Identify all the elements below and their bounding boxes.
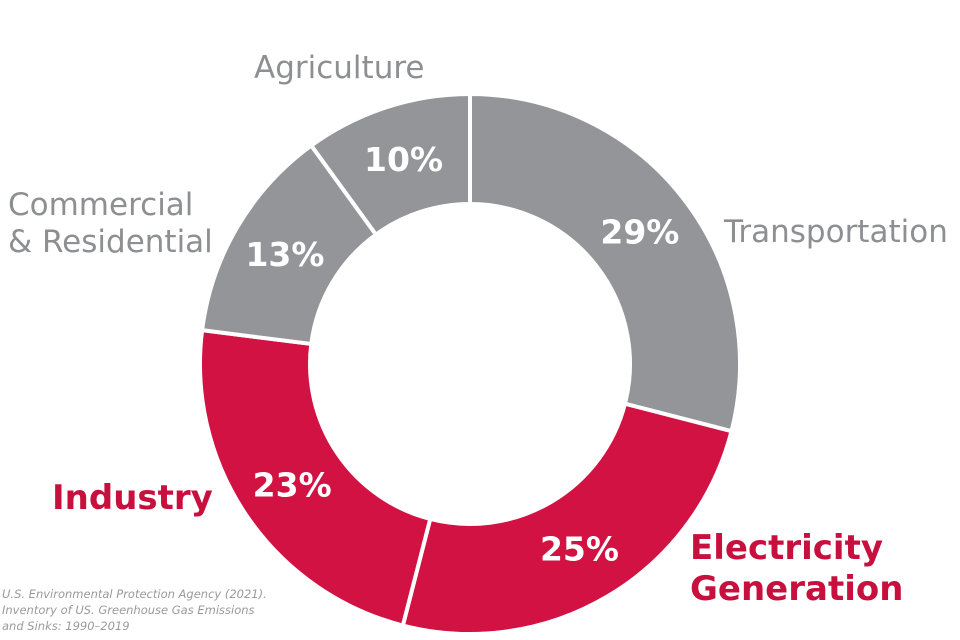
label-industry: Industry bbox=[52, 478, 213, 518]
percent-label: 29% bbox=[600, 213, 679, 252]
slice-transportation bbox=[468, 91, 742, 434]
label-agriculture: Agriculture bbox=[254, 50, 425, 86]
donut-slices bbox=[198, 91, 742, 636]
percent-label: 10% bbox=[364, 140, 443, 179]
slice-agriculture bbox=[308, 91, 472, 238]
source-line: U.S. Environmental Protection Agency (20… bbox=[2, 587, 267, 601]
percent-labels: 29% 25% 23% 13% 10% bbox=[245, 140, 679, 569]
source-line: and Sinks: 1990–2019 bbox=[2, 619, 130, 633]
slice-industry bbox=[198, 327, 433, 628]
percent-label: 25% bbox=[540, 530, 619, 569]
slice-electricity-generation bbox=[400, 401, 734, 636]
percent-label: 13% bbox=[245, 235, 324, 274]
source-citation: U.S. Environmental Protection Agency (20… bbox=[2, 586, 267, 634]
percent-label: 23% bbox=[253, 465, 332, 504]
source-line: Inventory of US. Greenhouse Gas Emission… bbox=[2, 603, 255, 617]
label-electricity-generation: Electricity Generation bbox=[690, 528, 904, 609]
label-transportation: Transportation bbox=[724, 214, 948, 250]
label-commercial-residential: Commercial & Residential bbox=[8, 187, 213, 261]
